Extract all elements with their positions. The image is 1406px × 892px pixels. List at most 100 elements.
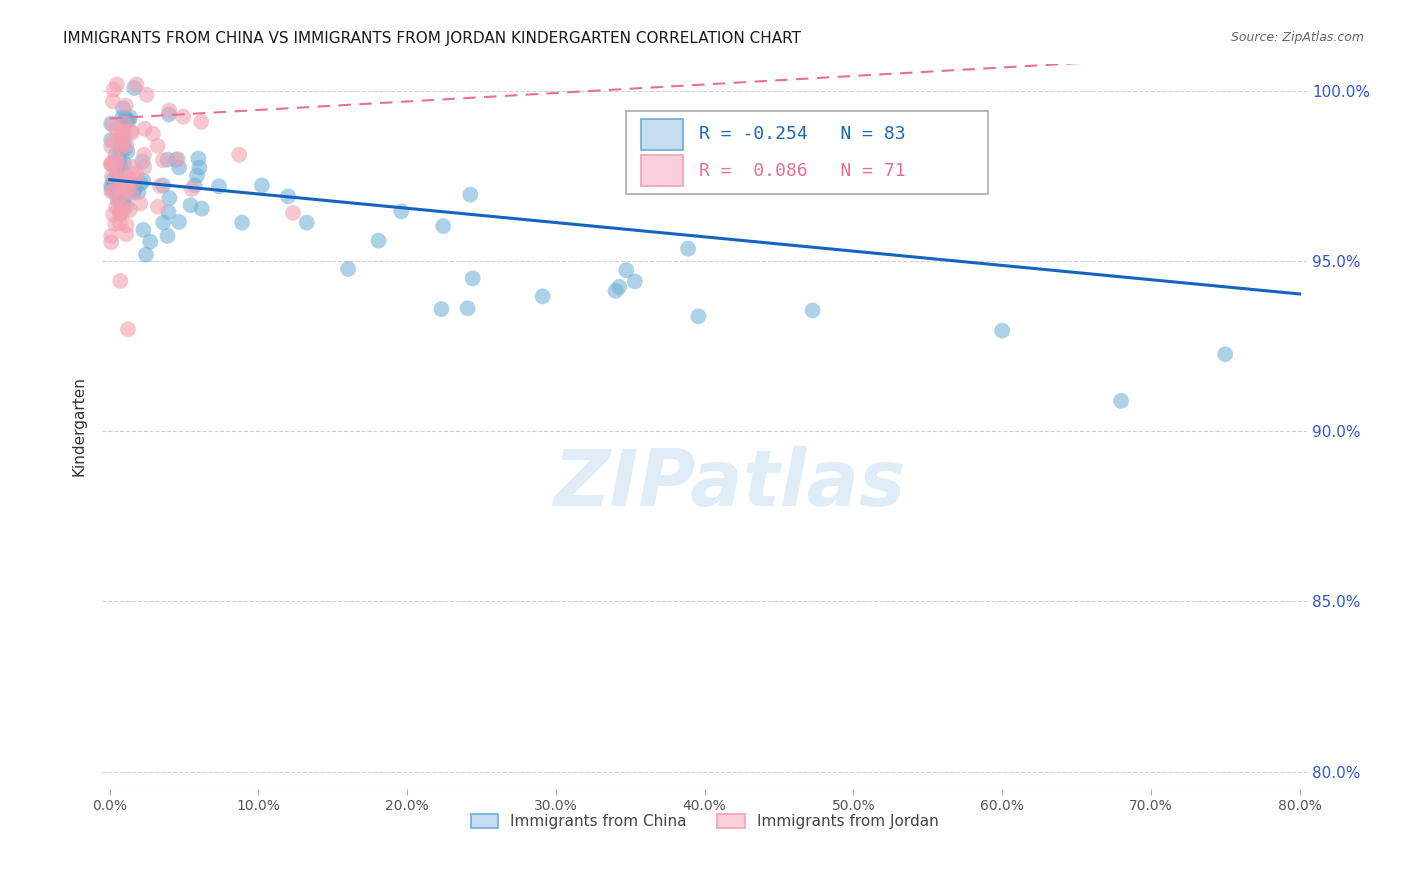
Point bbox=[132, 174, 155, 188]
Point bbox=[111, 140, 134, 154]
Point bbox=[112, 136, 135, 150]
Point bbox=[167, 161, 190, 175]
Point bbox=[112, 124, 135, 138]
Point bbox=[156, 228, 179, 243]
Point bbox=[110, 207, 132, 221]
Point bbox=[991, 324, 1014, 338]
Point bbox=[105, 157, 128, 171]
Point bbox=[146, 200, 169, 214]
FancyBboxPatch shape bbox=[626, 112, 988, 194]
Point bbox=[100, 185, 122, 199]
Point bbox=[110, 204, 132, 219]
Point bbox=[607, 280, 630, 294]
Point bbox=[110, 274, 132, 288]
Point bbox=[1109, 393, 1132, 408]
Point bbox=[157, 107, 180, 121]
Point bbox=[121, 160, 143, 174]
Point bbox=[105, 153, 128, 168]
Text: R =  0.086   N = 71: R = 0.086 N = 71 bbox=[699, 161, 905, 179]
Point bbox=[129, 177, 152, 191]
Point bbox=[461, 271, 484, 285]
Point bbox=[208, 179, 231, 194]
Point bbox=[157, 191, 180, 205]
Point bbox=[100, 182, 122, 196]
Point bbox=[118, 172, 141, 186]
Point bbox=[457, 301, 479, 316]
Point bbox=[118, 202, 141, 217]
Point bbox=[167, 215, 190, 229]
Point bbox=[458, 187, 481, 202]
FancyBboxPatch shape bbox=[641, 120, 683, 150]
Point bbox=[104, 178, 127, 193]
Point bbox=[187, 152, 209, 166]
Point bbox=[156, 153, 179, 167]
Point bbox=[190, 202, 212, 216]
Point bbox=[105, 153, 128, 168]
Point bbox=[108, 189, 131, 203]
Point bbox=[110, 128, 132, 142]
Point bbox=[104, 217, 127, 231]
Point bbox=[117, 183, 139, 197]
Point bbox=[112, 156, 135, 170]
Point bbox=[122, 177, 145, 191]
Point bbox=[180, 182, 202, 196]
Point bbox=[100, 178, 122, 193]
Point bbox=[100, 229, 122, 244]
Point bbox=[108, 206, 131, 220]
Point bbox=[100, 133, 122, 147]
Point bbox=[125, 78, 148, 92]
Point bbox=[184, 178, 207, 193]
Point bbox=[103, 134, 125, 148]
FancyBboxPatch shape bbox=[641, 155, 683, 186]
Point bbox=[134, 160, 156, 174]
Point bbox=[152, 178, 174, 193]
Point bbox=[146, 139, 169, 153]
Point bbox=[110, 136, 132, 151]
Point bbox=[190, 115, 212, 129]
Point bbox=[142, 127, 165, 141]
Point bbox=[100, 117, 122, 131]
Point bbox=[115, 137, 138, 152]
Point bbox=[188, 161, 211, 175]
Point bbox=[115, 199, 138, 213]
Point bbox=[117, 114, 139, 128]
Point bbox=[101, 169, 124, 183]
Point bbox=[112, 128, 135, 143]
Point bbox=[157, 205, 180, 219]
Point bbox=[111, 110, 134, 124]
Point bbox=[120, 125, 142, 139]
Point bbox=[614, 263, 637, 277]
Text: IMMIGRANTS FROM CHINA VS IMMIGRANTS FROM JORDAN KINDERGARTEN CORRELATION CHART: IMMIGRANTS FROM CHINA VS IMMIGRANTS FROM… bbox=[63, 31, 801, 46]
Point bbox=[131, 154, 153, 169]
Point bbox=[129, 196, 152, 211]
Point bbox=[114, 191, 136, 205]
Point bbox=[108, 159, 131, 173]
Point bbox=[295, 216, 318, 230]
Point bbox=[100, 157, 122, 171]
Point bbox=[100, 157, 122, 171]
Point bbox=[115, 113, 138, 128]
Point bbox=[103, 184, 125, 198]
Point bbox=[337, 262, 360, 277]
Point bbox=[114, 166, 136, 180]
Point bbox=[111, 206, 134, 220]
Point bbox=[115, 176, 138, 190]
Point bbox=[688, 310, 710, 324]
Point bbox=[139, 235, 162, 249]
Point bbox=[101, 173, 124, 187]
Point bbox=[111, 171, 134, 186]
Point bbox=[115, 227, 138, 241]
Point bbox=[186, 169, 208, 183]
Point bbox=[250, 178, 273, 193]
Point bbox=[624, 274, 647, 288]
Point bbox=[111, 200, 134, 214]
Point bbox=[105, 154, 128, 169]
Point bbox=[114, 142, 136, 156]
Text: R = -0.254   N = 83: R = -0.254 N = 83 bbox=[699, 126, 905, 144]
Point bbox=[105, 164, 128, 178]
Point bbox=[180, 198, 202, 212]
Point bbox=[676, 242, 699, 256]
Point bbox=[367, 234, 389, 248]
Point bbox=[105, 200, 128, 214]
Y-axis label: Kindergarten: Kindergarten bbox=[72, 376, 86, 476]
